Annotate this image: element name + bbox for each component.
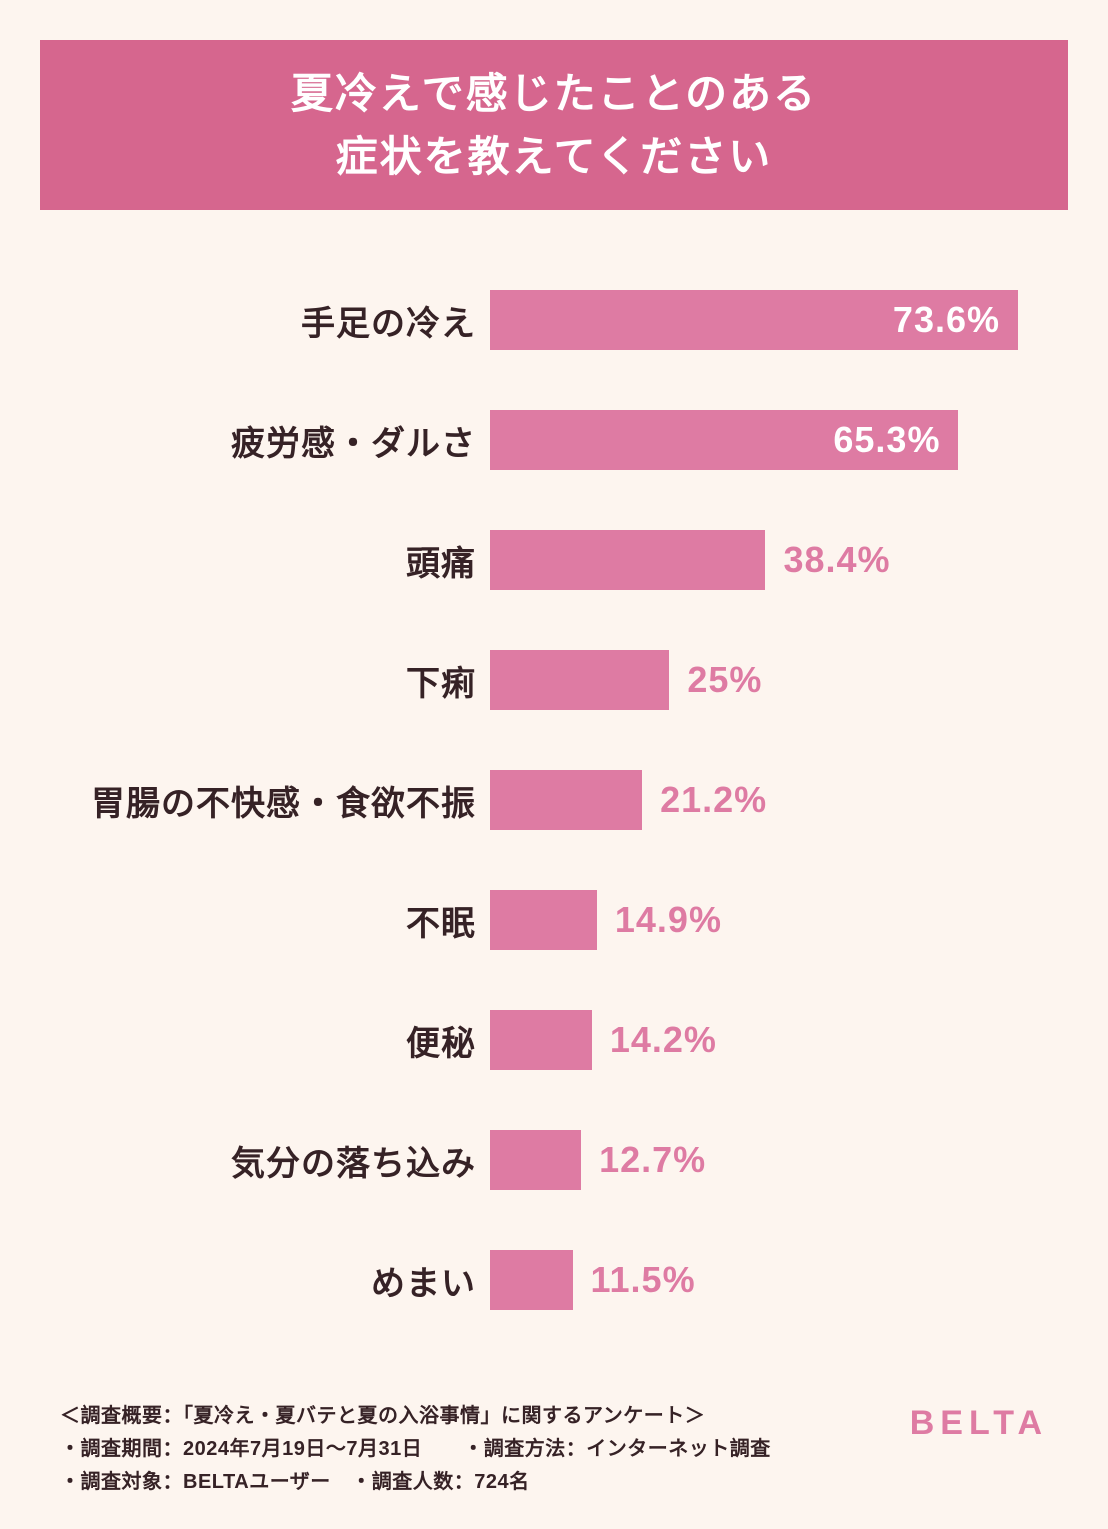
bar-fill: 65.3% <box>490 410 958 470</box>
bar-label: 便秘 <box>90 1016 490 1065</box>
bar-fill: 73.6% <box>490 290 1018 350</box>
bar-value: 12.7% <box>599 1139 706 1181</box>
bar-value: 25% <box>687 659 762 701</box>
bar-label: めまい <box>90 1256 490 1305</box>
bar-track: 73.6% <box>490 290 1018 350</box>
bar-label: 頭痛 <box>90 536 490 585</box>
chart-row: 手足の冷え 73.6% <box>90 260 1018 380</box>
bar-value: 21.2% <box>660 779 767 821</box>
bar-track: 65.3% <box>490 410 1018 470</box>
chart-row: 不眠14.9% <box>90 860 1018 980</box>
bar-track: 12.7% <box>490 1130 1018 1190</box>
bar-label: 下痢 <box>90 656 490 705</box>
footer: ＜調査概要：「夏冷え・夏バテと夏の入浴事情」に関するアンケート＞ ・調査期間：2… <box>60 1400 1048 1499</box>
survey-meta: ＜調査概要：「夏冷え・夏バテと夏の入浴事情」に関するアンケート＞ ・調査期間：2… <box>60 1400 771 1499</box>
footer-line-2: ・調査期間：2024年7月19日〜7月31日 ・調査方法：インターネット調査 <box>60 1433 771 1466</box>
bar-value: 38.4% <box>783 539 890 581</box>
chart-row: 頭痛38.4% <box>90 500 1018 620</box>
bar-fill: 25% <box>490 650 669 710</box>
bar-track: 14.9% <box>490 890 1018 950</box>
bar-fill: 14.2% <box>490 1010 592 1070</box>
bar-value: 14.9% <box>615 899 722 941</box>
brand-logo: BELTA <box>910 1400 1048 1443</box>
bar-fill: 11.5% <box>490 1250 573 1310</box>
chart-row: 胃腸の不快感・食欲不振21.2% <box>90 740 1018 860</box>
bar-value: 73.6% <box>893 299 1000 341</box>
bar-label: 気分の落ち込み <box>90 1136 490 1185</box>
chart-row: めまい11.5% <box>90 1220 1018 1340</box>
bar-track: 21.2% <box>490 770 1018 830</box>
bar-track: 38.4% <box>490 530 1018 590</box>
bar-value: 14.2% <box>610 1019 717 1061</box>
chart-row: 疲労感・ダルさ 65.3% <box>90 380 1018 500</box>
title-line-2: 症状を教えてください <box>336 133 773 180</box>
footer-line-3: ・調査対象：BELTAユーザー ・調査人数：724名 <box>60 1466 771 1499</box>
infographic-canvas: 夏冷えで感じたことのある 症状を教えてください 手足の冷え 73.6% 疲労感・ダル… <box>0 0 1108 1529</box>
chart-row: 便秘14.2% <box>90 980 1018 1100</box>
bar-label: 手足の冷え <box>90 296 490 345</box>
bar-fill: 21.2% <box>490 770 642 830</box>
title-line-1: 夏冷えで感じたことのある <box>291 70 817 117</box>
title-banner: 夏冷えで感じたことのある 症状を教えてください <box>40 40 1068 210</box>
bar-track: 14.2% <box>490 1010 1018 1070</box>
bar-label: 胃腸の不快感・食欲不振 <box>90 776 490 825</box>
bar-value: 65.3% <box>833 419 940 461</box>
bar-chart: 手足の冷え73.6%疲労感・ダルさ65.3%頭痛38.4%下痢25%胃腸の不快感… <box>40 210 1068 1370</box>
chart-row: 気分の落ち込み12.7% <box>90 1100 1018 1220</box>
footer-line-1: ＜調査概要：「夏冷え・夏バテと夏の入浴事情」に関するアンケート＞ <box>60 1400 771 1433</box>
bar-fill: 38.4% <box>490 530 765 590</box>
bar-value: 11.5% <box>591 1259 696 1301</box>
bar-label: 疲労感・ダルさ <box>90 416 490 465</box>
bar-track: 11.5% <box>490 1250 1018 1310</box>
bar-label: 不眠 <box>90 896 490 945</box>
bar-fill: 14.9% <box>490 890 597 950</box>
bar-track: 25% <box>490 650 1018 710</box>
chart-row: 下痢25% <box>90 620 1018 740</box>
bar-fill: 12.7% <box>490 1130 581 1190</box>
